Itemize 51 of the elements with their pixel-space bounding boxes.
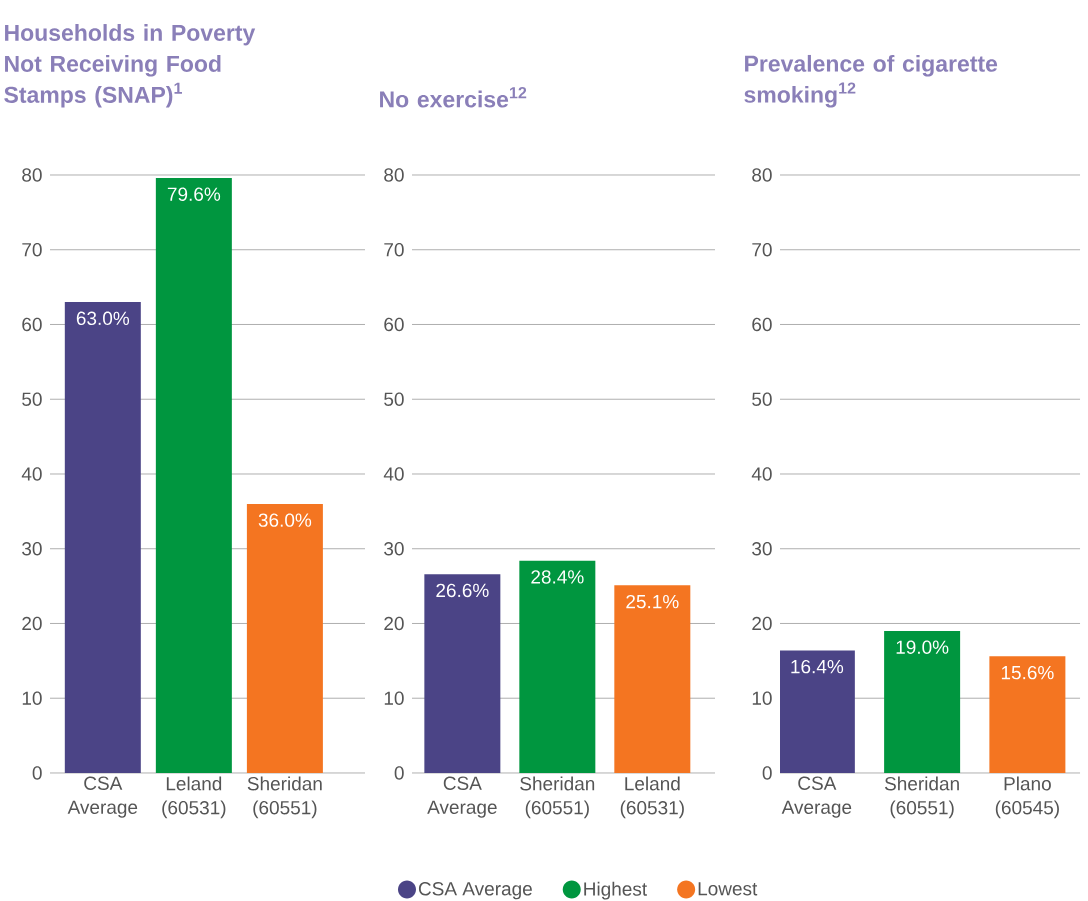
legend-label: Highest [584, 881, 647, 900]
data-label: 36.0% [258, 513, 312, 527]
y-tick-label: 50 [384, 392, 404, 406]
data-label: 16.4% [791, 659, 844, 674]
data-label: 79.6% [167, 187, 221, 201]
y-tick-label: 10 [384, 691, 404, 705]
y-tick-label: 80 [22, 168, 42, 182]
x-tick-label: Leland (60531) [620, 776, 684, 819]
x-tick-label: CSA Average [781, 776, 852, 818]
y-tick-label: 0 [762, 766, 772, 780]
y-tick-label: 40 [751, 467, 772, 481]
y-tick-label: 20 [22, 616, 42, 631]
legend-label: CSA Average [418, 882, 532, 900]
x-tick-label: Sheridan (60551) [884, 776, 959, 819]
y-tick-label: 60 [22, 317, 42, 332]
data-label: 15.6% [1001, 665, 1054, 680]
chart-title: No exercise$^{12}$ [380, 87, 527, 108]
x-tick-label: Leland (60531) [162, 776, 226, 819]
chart-title: Prevalence of cigarette smoking$^{12}$ [744, 54, 998, 108]
y-tick-label: 0 [394, 766, 404, 780]
y-tick-label: 70 [384, 243, 404, 257]
x-tick-label: CSA Average [427, 776, 497, 818]
x-tick-label: Plano (60545) [995, 776, 1059, 819]
y-tick-label: 10 [752, 691, 772, 705]
y-tick-label: 80 [384, 168, 404, 182]
x-tick-label: Sheridan (60551) [520, 776, 595, 819]
y-tick-label: 0 [32, 766, 42, 780]
data-label: 25.1% [626, 594, 679, 609]
y-tick-label: 40 [21, 467, 42, 481]
chart-title: Households in Poverty Not Receiving Food Stamps (SNAP)$^{1}$ [4, 24, 256, 108]
y-tick-label: 60 [384, 317, 404, 332]
y-tick-label: 30 [22, 542, 42, 556]
y-tick-label: 50 [752, 392, 772, 406]
y-tick-label: 40 [383, 467, 404, 481]
x-tick-label: CSA Average [67, 776, 138, 818]
y-tick-label: 20 [752, 616, 772, 631]
y-tick-label: 80 [752, 168, 772, 182]
data-label: 28.4% [531, 570, 584, 584]
x-tick-label: Sheridan (60551) [247, 776, 322, 819]
data-label: 19.0% [896, 640, 949, 654]
y-tick-label: 10 [22, 691, 42, 705]
y-tick-label: 20 [384, 616, 404, 631]
y-tick-label: 30 [384, 542, 404, 556]
y-tick-label: 30 [752, 542, 772, 556]
y-tick-label: 70 [22, 243, 42, 257]
data-label: 63.0% [76, 311, 130, 326]
y-tick-label: 60 [752, 317, 772, 332]
data-label: 26.6% [436, 583, 489, 598]
y-tick-label: 50 [22, 392, 42, 406]
y-tick-label: 70 [752, 243, 772, 257]
legend-label: Lowest [698, 882, 758, 896]
